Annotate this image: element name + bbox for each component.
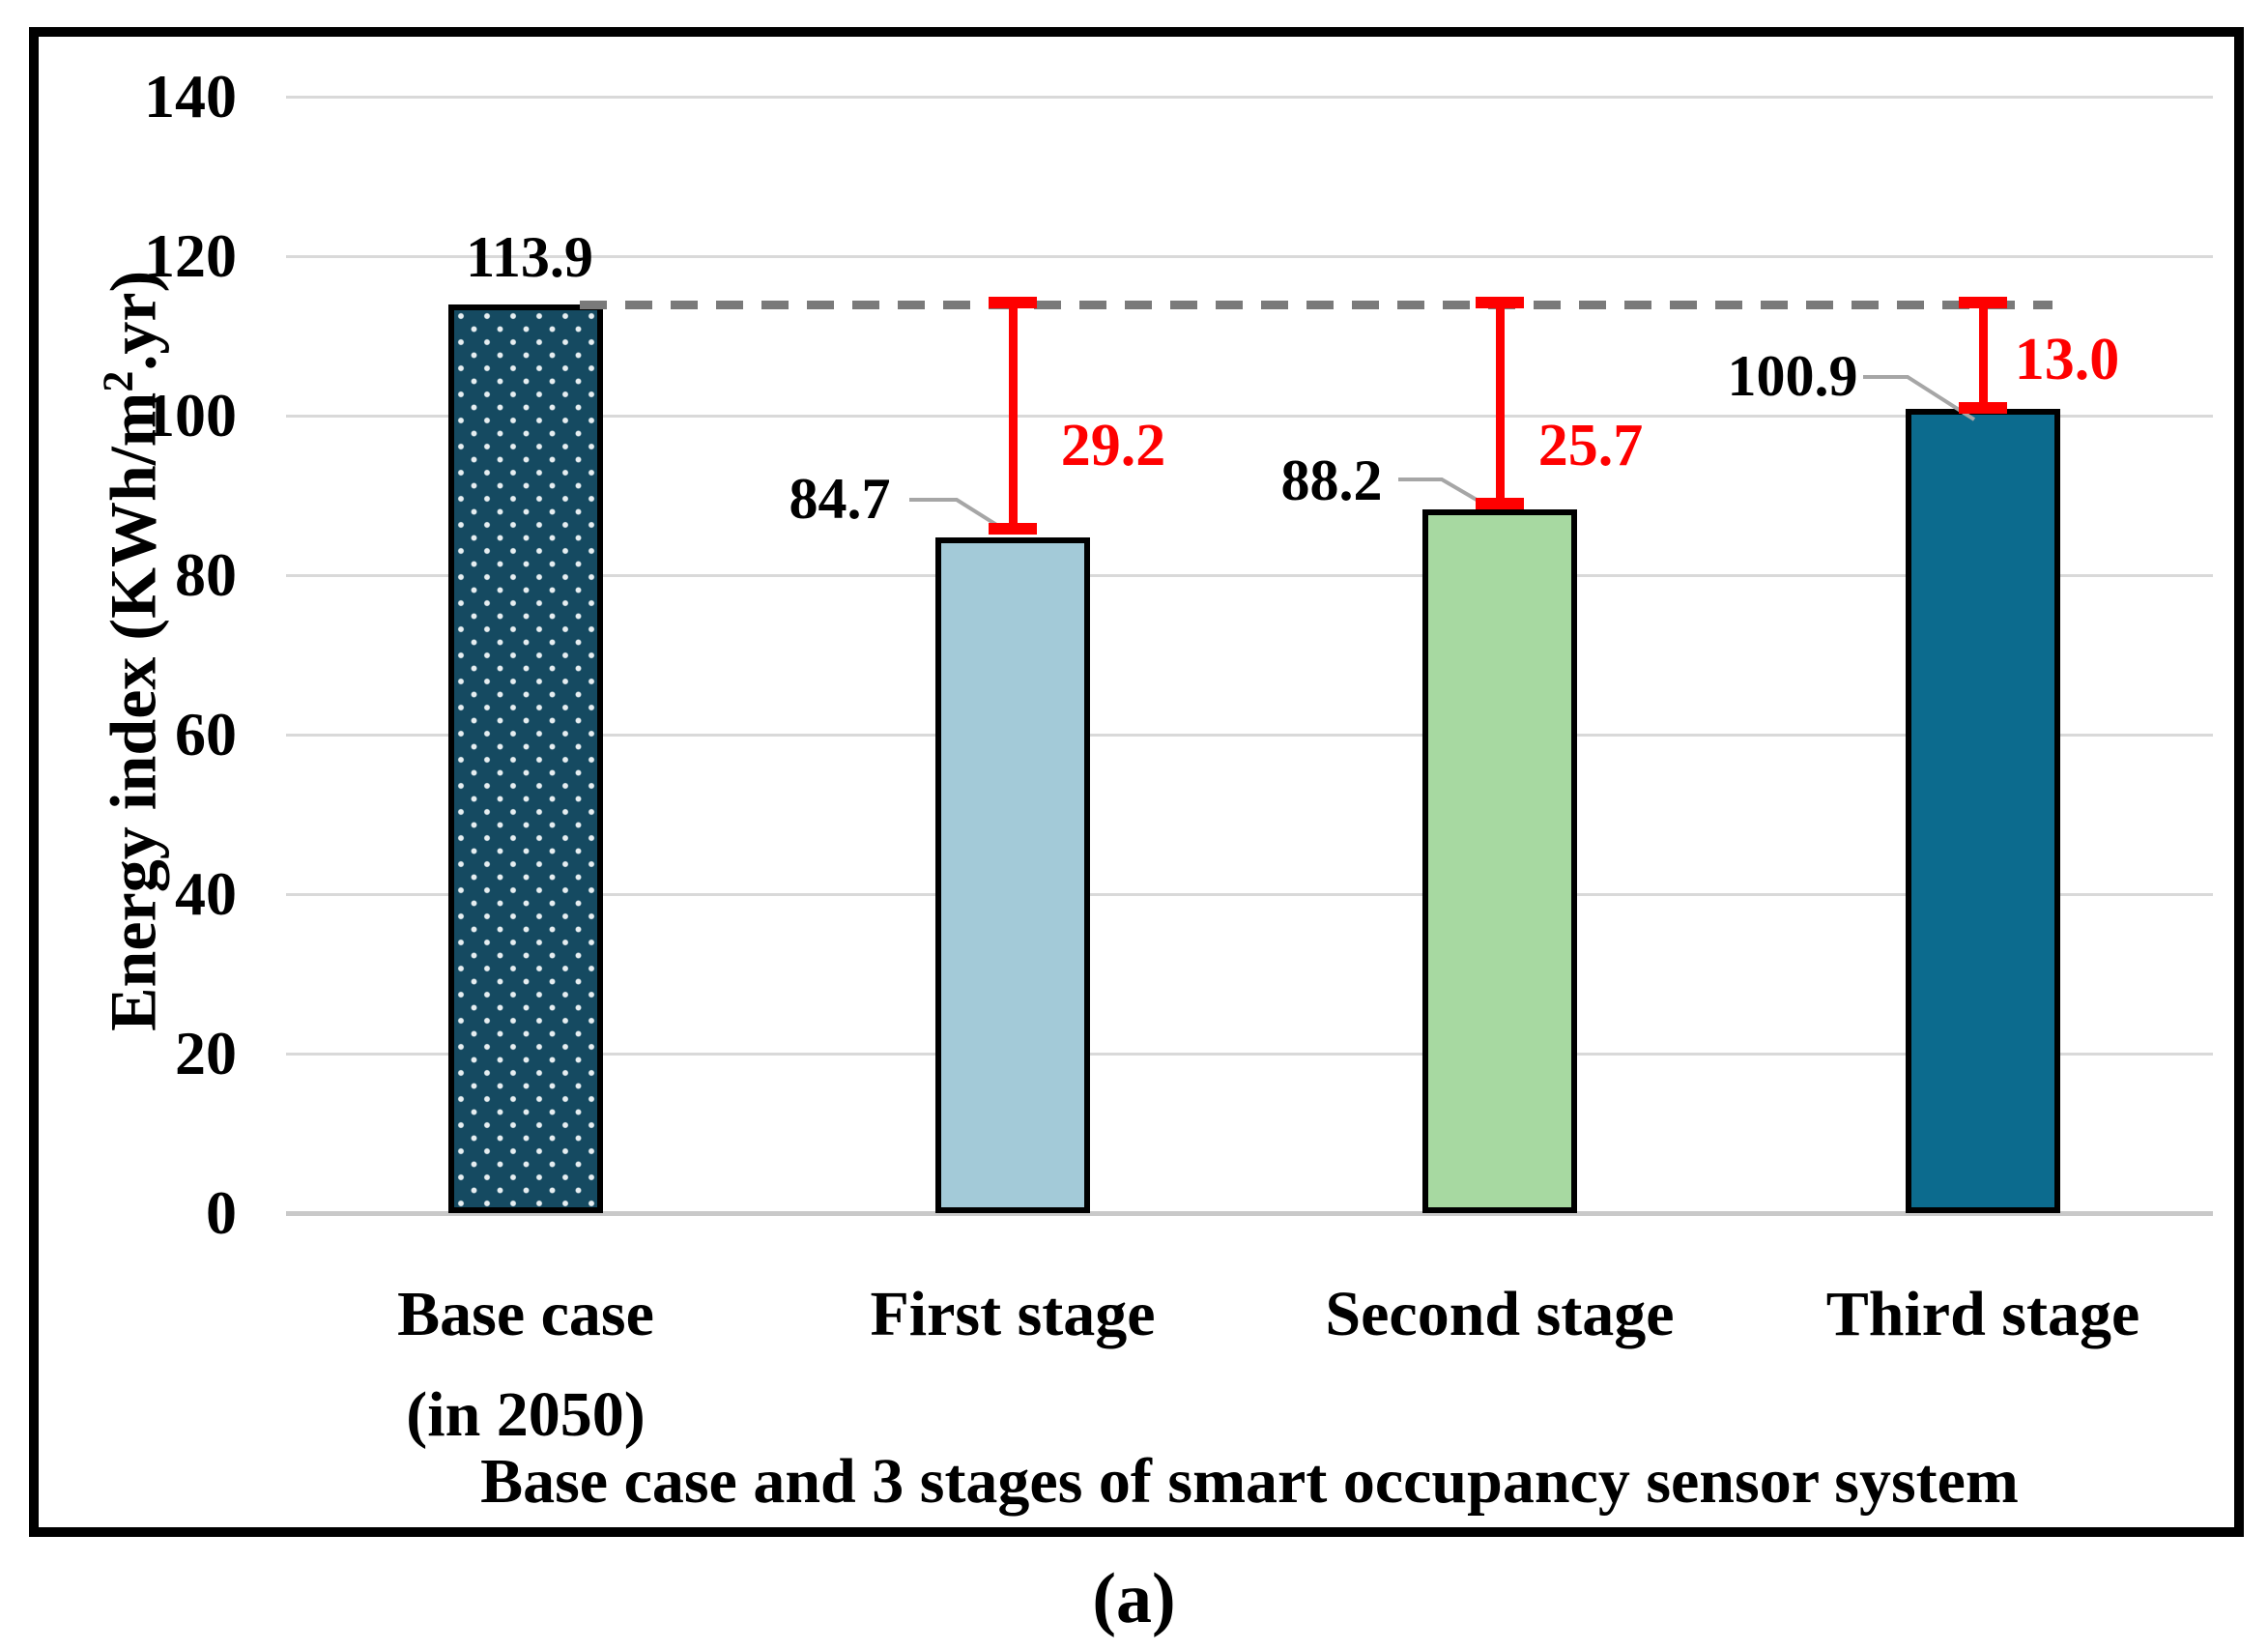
gridline-100 [286,415,2213,418]
bar-first-stage [935,537,1090,1213]
x-label-base-case-line2: (in 2050) [406,1379,646,1450]
y-axis-title-prefix: Energy index (KWh/m [96,391,170,1031]
gridline-140 [286,96,2213,99]
x-label-second-stage: Second stage [1325,1279,1675,1349]
value-label-first-stage: 84.7 [789,467,891,531]
gridline-120 [286,255,2213,258]
y-tick-140: 140 [144,62,237,130]
gridline-80 [286,574,2213,577]
bar-third-stage [1906,409,2060,1213]
y-tick-0: 0 [206,1178,237,1247]
gridline-60 [286,734,2213,737]
error-bar-first-bottom-cap [989,523,1037,535]
gridline-40 [286,893,2213,896]
gridline-20 [286,1053,2213,1056]
baseline-dashed-line [580,301,2053,309]
difference-label-second-stage: 25.7 [1537,413,1644,478]
error-bar-third-top-cap [1959,297,2007,308]
y-tick-60: 60 [175,700,237,768]
y-tick-120: 120 [144,221,237,290]
x-axis-baseline [286,1211,2213,1216]
error-bar-second-top-cap [1476,297,1524,308]
x-axis-title: Base case and 3 stages of smart occupanc… [480,1446,2019,1517]
y-tick-100: 100 [144,381,237,449]
y-tick-40: 40 [175,859,237,928]
y-tick-80: 80 [175,540,237,609]
y-axis-title-suffix: .yr) [96,270,170,371]
x-label-base-case: Base case (in 2050) [313,1264,738,1465]
error-bar-first-line [1009,303,1018,534]
error-bar-first-top-cap [989,297,1037,308]
figure-caption: (a) [1092,1559,1176,1638]
x-label-third-stage: Third stage [1825,1279,2140,1349]
value-label-base-case: 113.9 [466,225,593,289]
value-label-second-stage: 88.2 [1280,449,1383,512]
x-label-first-stage: First stage [870,1279,1156,1349]
error-bar-third-bottom-cap [1959,402,2007,414]
y-axis-title-superscript: 2 [94,370,142,392]
y-axis-title: Energy index (KWh/m2.yr) [86,167,170,1134]
bar-base-case [448,304,603,1213]
error-bar-third-line [1979,303,1988,414]
error-bar-second-bottom-cap [1476,498,1524,509]
bar-second-stage [1422,509,1577,1213]
y-tick-20: 20 [175,1019,237,1087]
error-bar-second-line [1496,303,1505,507]
difference-label-third-stage: 13.0 [2014,327,2120,392]
value-label-third-stage: 100.9 [1727,344,1858,408]
difference-label-first-stage: 29.2 [1060,413,1166,478]
x-label-base-case-line1: Base case [397,1279,654,1349]
figure-frame [29,27,2244,1537]
